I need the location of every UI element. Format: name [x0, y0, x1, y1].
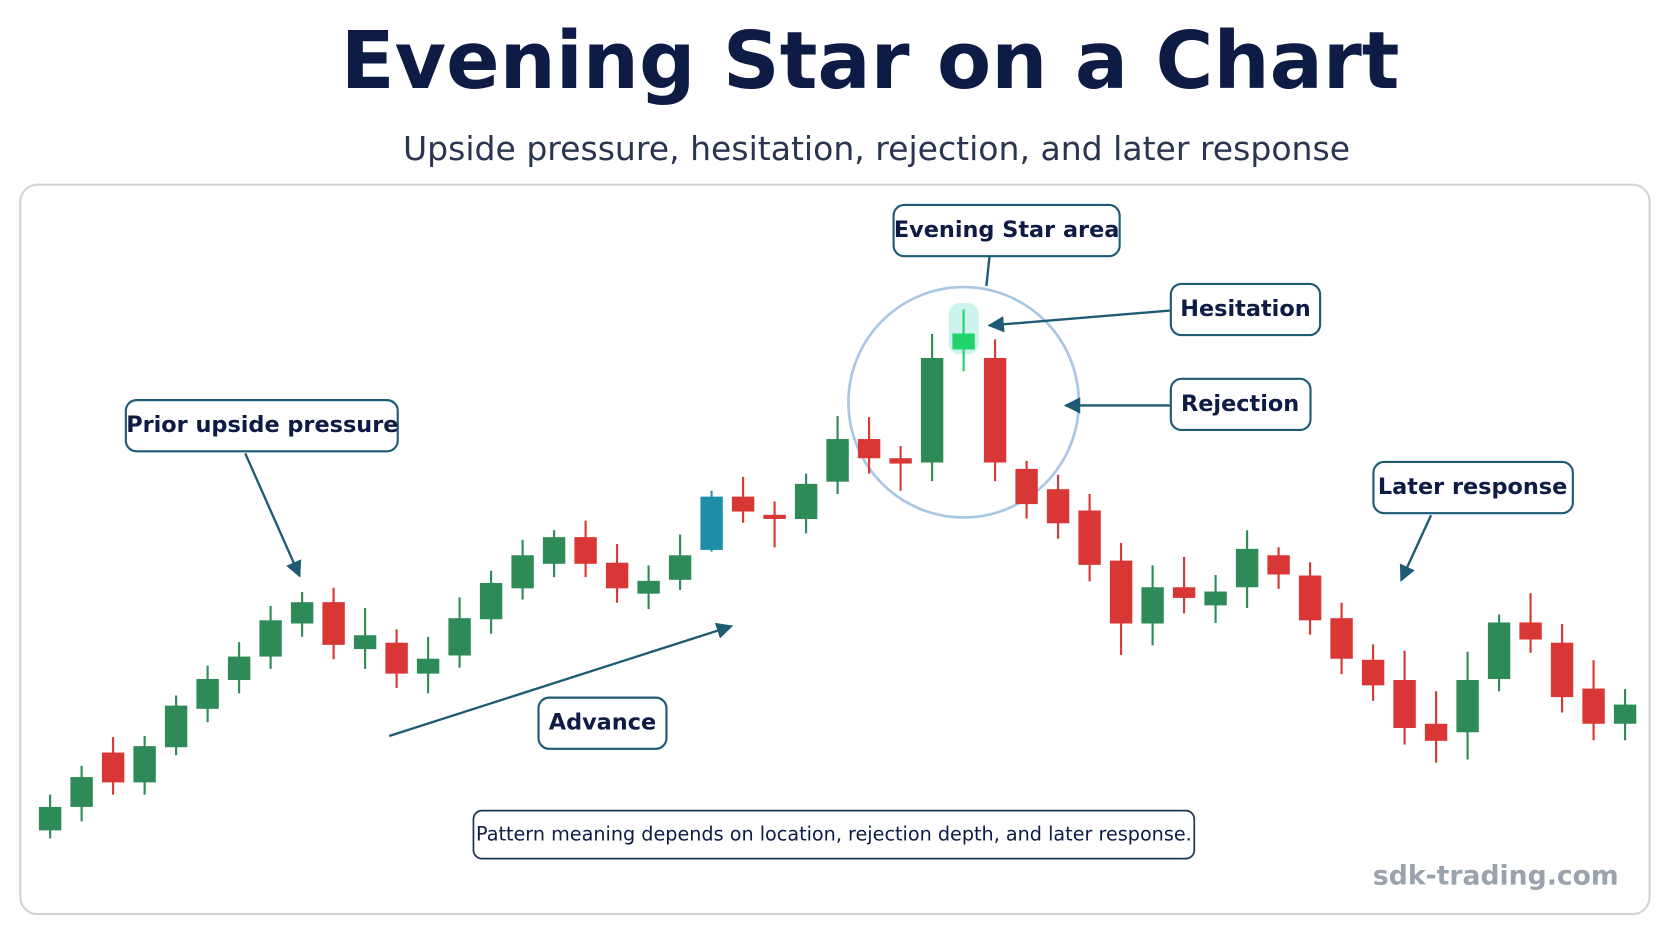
connector	[985, 256, 991, 287]
chart-subtitle: Upside pressure, hesitation, rejection, …	[403, 129, 1350, 168]
candle-body	[1172, 587, 1196, 598]
candle-body	[1109, 560, 1133, 624]
annotation: Later response	[1378, 474, 1567, 500]
candle-body	[70, 777, 93, 807]
candle-body	[290, 602, 314, 624]
candle-body	[1078, 510, 1101, 565]
annotation-box	[1169, 282, 1322, 337]
candle-body	[385, 642, 408, 674]
candle-body	[1582, 688, 1605, 724]
candle-body	[164, 705, 188, 748]
footnote: Pattern meaning depends on location, rej…	[476, 823, 1192, 846]
annotation-box	[124, 399, 399, 453]
candle-body	[322, 602, 345, 645]
annotation-box	[892, 203, 1121, 258]
annotation-box	[1169, 377, 1312, 432]
candle-body	[668, 555, 692, 580]
candle-body	[1267, 555, 1290, 575]
candle-body	[1298, 575, 1322, 621]
candle-body	[605, 562, 629, 589]
candle-body	[1487, 622, 1511, 679]
candle-body	[1015, 468, 1038, 505]
candle-body	[952, 333, 975, 350]
candle-body	[637, 580, 660, 594]
candle-body	[826, 439, 849, 482]
candle-body	[227, 656, 251, 681]
candles	[38, 285, 1637, 839]
candle-body	[1204, 591, 1227, 606]
arrow	[388, 622, 734, 738]
candle-body	[448, 618, 471, 656]
arrow	[1399, 514, 1433, 582]
annotation-box	[1372, 460, 1574, 515]
annotation: Advance	[549, 710, 656, 736]
candle-body	[983, 358, 1007, 463]
annotation: Rejection	[1181, 391, 1299, 417]
candle-body	[1046, 489, 1070, 524]
candle-body	[794, 483, 818, 520]
candle-body	[1550, 642, 1574, 698]
candle-body	[1613, 704, 1637, 724]
annotation: Prior upside pressure	[126, 412, 398, 438]
candle-body	[511, 555, 534, 589]
candle-body	[133, 746, 156, 783]
watermark: sdk-trading.com	[1373, 860, 1619, 891]
candle-body	[1141, 587, 1164, 624]
footnote-box	[472, 809, 1196, 860]
candle-body	[857, 439, 881, 459]
candle-body	[731, 496, 755, 512]
candle-body	[416, 658, 440, 674]
candle-body	[1330, 618, 1353, 659]
annotation: Hesitation	[1180, 296, 1310, 322]
candle-body	[479, 582, 503, 620]
candle-body	[574, 537, 597, 564]
arrow	[987, 309, 1170, 333]
candle-body	[1393, 680, 1416, 729]
candle-body	[1361, 659, 1385, 686]
candle-body	[542, 537, 566, 564]
candle-body	[1456, 680, 1479, 733]
chart-title: Evening Star on a Chart	[341, 15, 1400, 107]
candle-body	[196, 678, 219, 709]
chart-panel	[19, 183, 1651, 916]
candle-body	[259, 620, 282, 657]
candle-body	[700, 496, 723, 550]
candle-body	[1424, 723, 1448, 741]
arrow	[244, 452, 302, 578]
candle-body	[920, 358, 944, 463]
annotation-box	[537, 696, 668, 750]
annotation: Evening Star area	[894, 217, 1120, 243]
candle-body	[38, 806, 62, 831]
candle-body	[1519, 622, 1542, 640]
candle-body	[353, 635, 377, 650]
candle-body	[763, 514, 786, 520]
candle-body	[1235, 548, 1259, 588]
candle-body	[889, 458, 912, 464]
candle-body	[101, 752, 125, 783]
